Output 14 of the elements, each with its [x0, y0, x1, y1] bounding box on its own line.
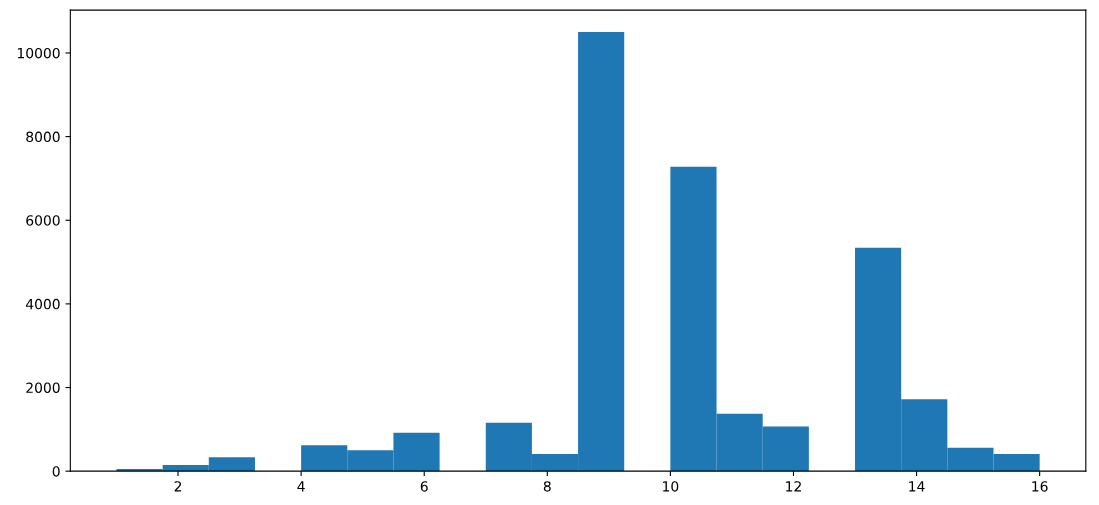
x-tick-label: 16 — [1032, 481, 1048, 492]
y-tick-label: 8000 — [26, 131, 60, 143]
y-tick-label: 4000 — [25, 298, 60, 310]
x-tick-label: 8 — [543, 481, 551, 492]
x-tick-label: 2 — [174, 481, 182, 492]
x-tick-label: 10 — [663, 481, 679, 492]
x-tick-label: 14 — [909, 481, 925, 492]
y-tick-label: 0 — [52, 466, 60, 477]
x-tick-label: 12 — [786, 481, 801, 492]
y-tick-label: 2000 — [26, 382, 60, 393]
y-tick-label: 10000 — [17, 47, 60, 59]
x-tick-label: 6 — [420, 481, 428, 492]
x-tick-label: 4 — [297, 481, 305, 492]
y-tick-label: 6000 — [26, 215, 60, 226]
